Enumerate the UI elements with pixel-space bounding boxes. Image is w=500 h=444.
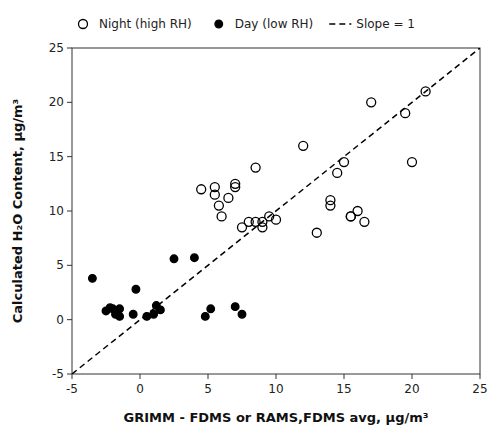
y-tick-label: 0: [56, 313, 64, 327]
legend-swatch: [215, 20, 223, 28]
point: [132, 285, 140, 293]
y-axis-label: Calculated H₂O Content, μg/m³: [10, 99, 25, 324]
y-tick: [67, 156, 72, 157]
x-tick: [344, 374, 345, 379]
x-tick-label: 15: [336, 382, 351, 396]
point: [201, 313, 209, 321]
point: [207, 305, 215, 313]
point: [272, 215, 281, 224]
point: [224, 193, 233, 202]
y-tick: [67, 374, 72, 375]
plot-frame: [72, 48, 480, 374]
point: [214, 201, 223, 210]
point: [408, 158, 417, 167]
line: [72, 48, 480, 374]
marks: [72, 48, 480, 374]
y-tick-label: 25: [49, 41, 64, 55]
x-tick: [412, 374, 413, 379]
point: [116, 305, 124, 313]
x-tick: [140, 374, 141, 379]
point: [191, 254, 199, 262]
chart: -5 0 5 10 15 20 25 -5 0 5 10 15 20 25 GRIMM - FDMS or …: [0, 0, 500, 444]
point: [217, 212, 226, 221]
point: [299, 141, 308, 150]
y-tick-label: 20: [49, 95, 64, 109]
point: [360, 217, 369, 226]
legend-swatch: [79, 20, 88, 29]
x-tick: [72, 374, 73, 379]
point: [353, 207, 362, 216]
point: [150, 310, 158, 318]
legend-label: Day (low RH): [235, 17, 314, 31]
x-tick-label: 20: [404, 382, 419, 396]
point: [210, 183, 219, 192]
y-tick: [67, 319, 72, 320]
legend-label: Slope = 1: [356, 17, 415, 31]
x-tick: [276, 374, 277, 379]
y-tick-label: 15: [49, 150, 64, 164]
x-tick: [208, 374, 209, 379]
point: [231, 179, 240, 188]
point: [340, 158, 349, 167]
x-axis-label: GRIMM - FDMS or RAMS,FDMS avg, μg/m³: [124, 410, 429, 425]
y-tick-label: 10: [49, 204, 64, 218]
legend-swatch: [329, 23, 351, 25]
y-tick: [67, 102, 72, 103]
point: [401, 109, 410, 118]
point: [129, 310, 137, 318]
point: [312, 228, 321, 237]
point: [258, 223, 267, 232]
x-tick-label: 10: [268, 382, 283, 396]
point: [231, 303, 239, 311]
point: [333, 168, 342, 177]
point: [157, 306, 165, 314]
y-tick: [67, 265, 72, 266]
y-tick-label: 5: [56, 258, 64, 272]
y-tick-label: -5: [52, 367, 64, 381]
x-tick-label: 0: [136, 382, 144, 396]
x-tick: [480, 374, 481, 379]
point: [326, 196, 335, 205]
x-tick-label: -5: [66, 382, 78, 396]
point: [238, 310, 246, 318]
point: [89, 275, 97, 283]
y-tick: [67, 48, 72, 49]
point: [170, 255, 178, 263]
legend-label: Night (high RH): [99, 17, 192, 31]
point: [116, 313, 124, 321]
legend: Night (high RH) Day (low RH) Slope = 1: [79, 17, 415, 31]
y-tick: [67, 211, 72, 212]
x-tick-label: 25: [472, 382, 487, 396]
point: [367, 98, 376, 107]
point: [251, 163, 260, 172]
x-tick-label: 5: [204, 382, 212, 396]
point: [197, 185, 206, 194]
point: [421, 87, 430, 96]
